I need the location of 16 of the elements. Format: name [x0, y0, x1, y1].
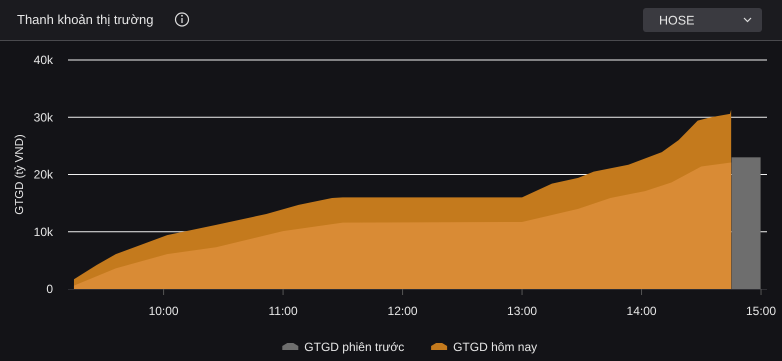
y-tick-label: 0 [46, 282, 54, 296]
x-tick-label: 14:00 [626, 304, 657, 318]
x-tick-label: 10:00 [148, 304, 179, 318]
y-tick-label: 10k [34, 224, 54, 239]
x-tick-label: 15:00 [746, 304, 776, 318]
legend-label: GTGD hôm nay [453, 340, 538, 354]
y-tick-label: 20k [34, 168, 54, 182]
x-tick-label: 13:00 [507, 304, 538, 318]
x-tick-label: 11:00 [268, 304, 298, 318]
chart-title: Thanh khoản thị trường [17, 12, 154, 27]
y-axis-title: GTGD (tỷ VND) [14, 134, 26, 215]
legend-label: GTGD phiên trước [304, 340, 404, 354]
y-tick-label: 30k [34, 110, 54, 124]
text: HOSE [659, 14, 694, 28]
x-tick-label: 12:00 [388, 304, 418, 318]
y-tick-label: 40k [34, 53, 54, 67]
